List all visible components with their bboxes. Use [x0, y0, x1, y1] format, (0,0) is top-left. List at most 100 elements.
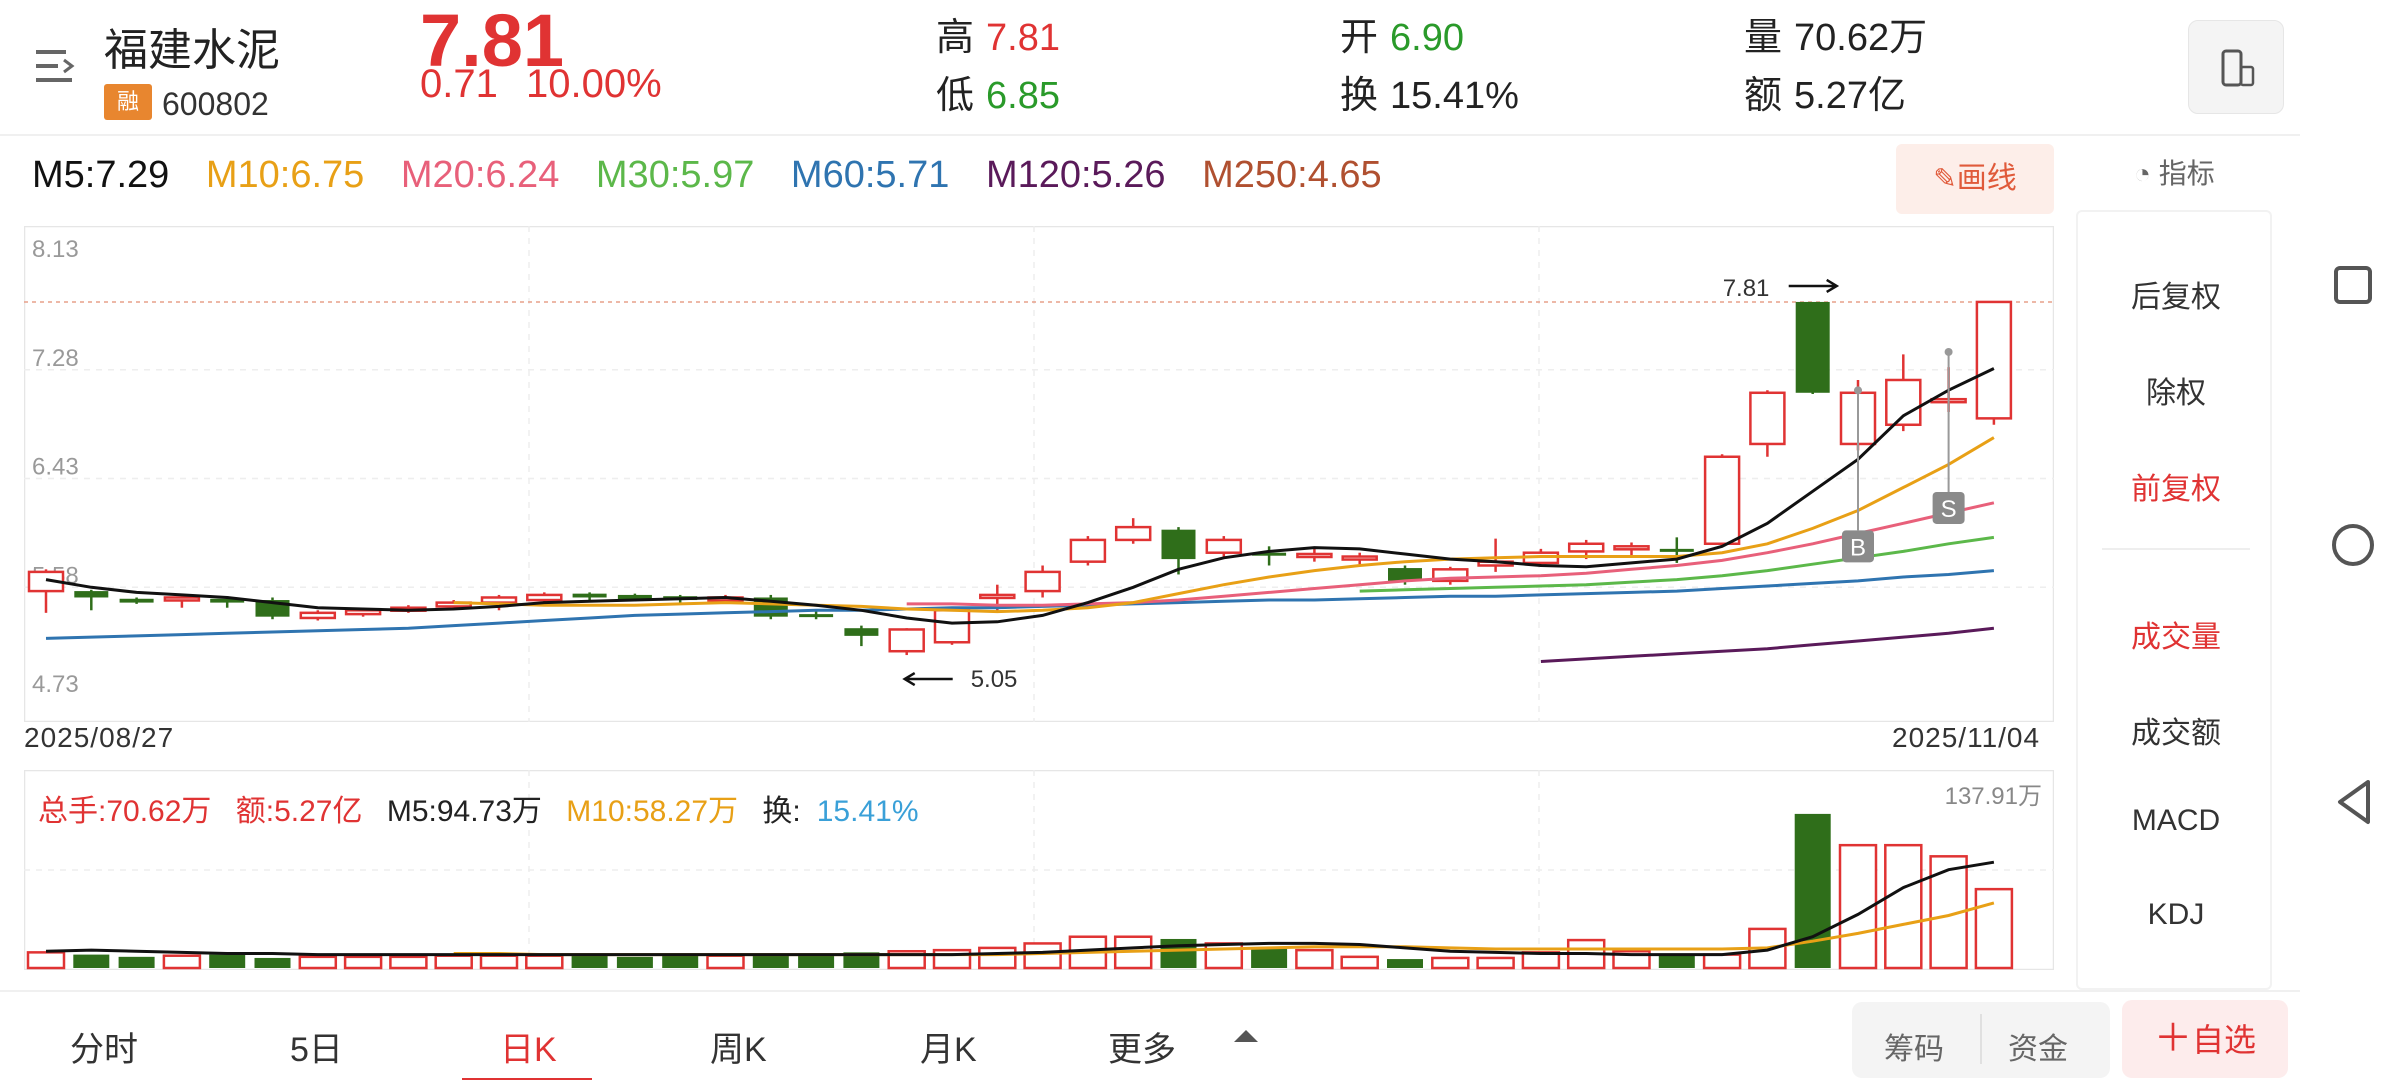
candle	[1477, 538, 1514, 572]
ma250-label: M250:4.65	[1202, 154, 1382, 196]
rp-item-macd[interactable]: MACD	[2131, 804, 2221, 837]
y-tick-label: 8.13	[32, 236, 79, 263]
candle-body	[1161, 529, 1196, 560]
candle-body	[1114, 525, 1152, 542]
volume-bar	[571, 954, 608, 968]
volume-bar	[1974, 887, 2014, 970]
buy-marker	[1842, 530, 1874, 563]
y-tick-label: 7.28	[32, 345, 79, 372]
margin-badge: 融	[104, 84, 152, 120]
candle	[1161, 527, 1196, 575]
candle	[753, 594, 788, 620]
volume-bar	[1884, 843, 1923, 970]
rp-item-back-adjusted[interactable]: 后复权	[2131, 281, 2221, 314]
tab-more[interactable]: 更多	[1108, 1031, 1176, 1069]
panel-divider	[2102, 548, 2250, 550]
volume-bar	[1838, 843, 1878, 970]
min-arrow	[902, 671, 953, 687]
home-nav-icon[interactable]	[2332, 524, 2374, 566]
volume-bar	[162, 954, 202, 970]
volume-bar	[1251, 947, 1288, 968]
adjustment-indicator-panel: 后复权 除权 前复权 成交量 成交额 MACD KDJ	[2076, 210, 2272, 990]
volume-chart[interactable]: 137.91万	[24, 770, 2054, 970]
candle-body	[1567, 542, 1605, 553]
chip-distribution-button[interactable]: 筹码	[1884, 1033, 1944, 1066]
sell-marker	[1932, 491, 1965, 524]
volume-bar	[1476, 956, 1515, 970]
candle-body	[1205, 538, 1243, 554]
tab-5day[interactable]: 5日	[290, 1031, 343, 1069]
candle	[1703, 454, 1741, 547]
candle	[1975, 300, 2013, 425]
volume-bar	[26, 951, 66, 970]
candle	[1341, 552, 1378, 565]
candle	[1069, 536, 1107, 566]
volume-bar	[978, 946, 1017, 970]
rp-item-amount[interactable]: 成交额	[2131, 717, 2221, 750]
rp-item-forward-adjusted[interactable]: 前复权	[2131, 473, 2221, 506]
candle-body	[526, 593, 563, 602]
candle-body	[572, 593, 607, 598]
tab-daily-k[interactable]: 日K	[500, 1031, 557, 1069]
volume-bar	[1160, 938, 1197, 968]
candle-body	[210, 598, 245, 603]
rp-item-ex-rights[interactable]: 除权	[2146, 377, 2206, 410]
triangle-up-icon[interactable]	[1234, 1030, 1258, 1042]
volume-legend: 总手:70.62万 额:5.27亿 M5:94.73万 M10:58.27万 换…	[38, 786, 951, 830]
candle	[1432, 566, 1469, 585]
rp-item-volume[interactable]: 成交量	[2131, 621, 2221, 654]
phone-rotate-icon	[2221, 49, 2255, 87]
volume-bar	[479, 954, 519, 970]
candle	[1205, 536, 1243, 557]
tab-weekly-k[interactable]: 周K	[710, 1031, 767, 1069]
candle-body	[119, 598, 154, 603]
candle	[1252, 546, 1287, 566]
add-watchlist-button[interactable]: ＋自选	[2122, 1000, 2288, 1078]
candle	[844, 625, 879, 647]
marker-dot	[1944, 347, 1953, 356]
candle-body	[979, 593, 1016, 600]
pencil-icon: ✎	[1933, 163, 1957, 194]
candle	[1795, 301, 1830, 395]
candle	[163, 596, 201, 608]
tab-intraday[interactable]: 分时	[70, 1031, 138, 1069]
ma10-label: M10:6.75	[205, 154, 365, 196]
quote-turnover: 换 15.41%	[1340, 75, 1519, 117]
candle	[1885, 354, 1922, 432]
volume-bar	[1431, 956, 1470, 970]
landscape-toggle-button[interactable]	[2188, 20, 2284, 114]
chart-start-date: 2025/08/27	[24, 722, 175, 753]
rp-item-kdj[interactable]: KDJ	[2147, 898, 2205, 931]
indicator-settings-button[interactable]: ◔ 指标	[2134, 158, 2215, 189]
price-change: 0.71	[420, 62, 498, 106]
y-tick-label: 6.43	[32, 454, 79, 481]
candle	[27, 569, 65, 613]
candle	[1613, 542, 1650, 557]
volume-bar	[525, 954, 564, 970]
candle	[933, 607, 971, 645]
candle-body	[933, 609, 971, 644]
candle-body	[799, 614, 834, 618]
vol-turnover-label: 换: 15.41%	[762, 795, 919, 828]
min-price-label: 5.05	[971, 666, 1018, 693]
candle-body	[1703, 455, 1741, 545]
recents-nav-icon[interactable]	[2334, 266, 2372, 304]
candle-body	[1069, 538, 1107, 563]
back-nav-icon[interactable]	[2334, 778, 2374, 826]
pill-divider	[1980, 1014, 1982, 1064]
candle-body	[1749, 391, 1786, 446]
period-tab-bar	[0, 990, 2300, 1080]
tab-monthly-k[interactable]: 月K	[920, 1031, 977, 1069]
active-tab-indicator	[462, 1078, 592, 1080]
max-arrow	[1788, 278, 1840, 294]
menu-icon[interactable]	[32, 44, 82, 90]
candle-body	[844, 628, 879, 636]
candle-body	[888, 628, 925, 653]
candle	[1296, 548, 1333, 562]
fund-flow-button[interactable]: 资金	[2008, 1033, 2068, 1066]
volume-bar	[73, 954, 110, 968]
draw-line-button[interactable]: ✎画线	[1896, 144, 2054, 214]
volume-bar	[1204, 942, 1244, 970]
